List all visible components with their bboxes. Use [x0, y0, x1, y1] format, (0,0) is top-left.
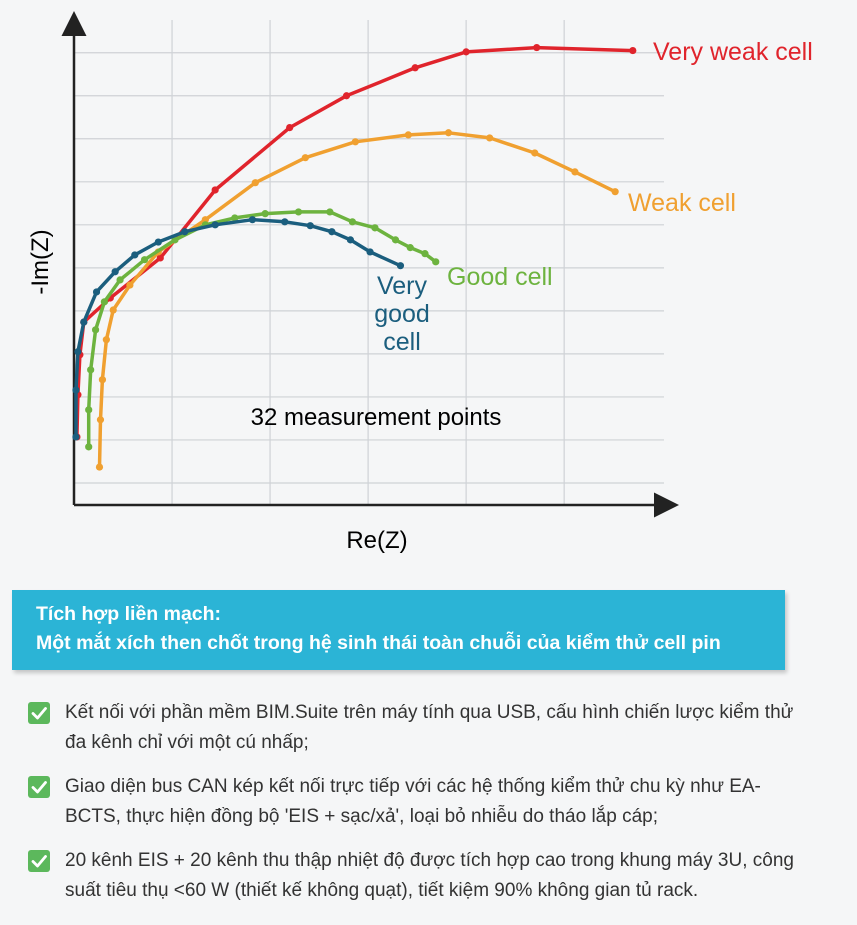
data-point: [231, 214, 239, 222]
data-point: [261, 210, 269, 218]
data-point: [85, 406, 93, 414]
data-point: [251, 179, 259, 187]
data-point: [85, 443, 93, 451]
data-point: [462, 48, 470, 56]
data-point: [91, 326, 100, 334]
data-point: [154, 238, 162, 246]
data-point: [100, 298, 108, 306]
data-point: [286, 123, 294, 132]
y-axis-label: -Im(Z): [27, 229, 54, 294]
feature-item: 20 kênh EIS + 20 kênh thu thập nhiệt độ …: [28, 846, 798, 906]
data-point: [80, 318, 88, 326]
data-point: [96, 416, 105, 424]
data-point: [95, 463, 104, 471]
data-point: [131, 251, 139, 259]
data-point: [211, 221, 219, 229]
data-point: [102, 336, 110, 344]
series-label: Weak cell: [628, 189, 736, 217]
banner: Tích hợp liền mạch: Một mắt xích then ch…: [12, 590, 785, 670]
data-point: [140, 256, 149, 264]
series-label: Good cell: [447, 263, 553, 291]
banner-subtitle: Một mắt xích then chốt trong hệ sinh thá…: [36, 632, 721, 654]
data-point: [328, 228, 336, 236]
data-point: [411, 64, 419, 72]
data-point: [126, 281, 134, 289]
data-point: [109, 306, 117, 314]
check-icon: [28, 776, 50, 798]
feature-text: Kết nối với phần mềm BIM.Suite trên máy …: [65, 702, 794, 753]
data-point: [346, 236, 355, 244]
feature-item: Giao diện bus CAN kép kết nối trực tiếp …: [28, 772, 798, 832]
data-point: [116, 276, 124, 284]
data-point: [629, 46, 637, 55]
banner-title: Tích hợp liền mạch:: [36, 603, 222, 625]
data-point: [486, 134, 494, 142]
check-icon: [28, 850, 50, 872]
data-point: [281, 218, 289, 226]
data-point: [396, 262, 405, 270]
data-point: [72, 433, 80, 441]
feature-text: 20 kênh EIS + 20 kênh thu thập nhiệt độ …: [65, 850, 794, 901]
series-label: Very good cell: [374, 272, 430, 356]
data-point: [201, 216, 209, 224]
data-point: [294, 208, 303, 216]
data-point: [87, 366, 95, 374]
data-point: [74, 348, 82, 356]
data-point: [531, 149, 539, 157]
check-mark: [31, 707, 47, 720]
data-point: [92, 288, 101, 296]
data-point: [533, 43, 541, 52]
data-point: [404, 131, 412, 139]
data-point: [444, 129, 453, 137]
annotation: 32 measurement points: [251, 404, 502, 431]
x-axis-label: Re(Z): [346, 527, 407, 554]
data-point: [326, 208, 334, 216]
data-point: [366, 248, 374, 256]
data-point: [348, 218, 357, 226]
data-point: [156, 254, 164, 262]
data-point: [306, 222, 314, 230]
data-point: [211, 186, 219, 194]
data-point: [421, 250, 429, 258]
chart: Re(Z) -Im(Z) 32 measurement points: [27, 11, 679, 554]
data-point: [248, 216, 257, 224]
data-point: [571, 168, 579, 176]
data-point: [342, 92, 351, 100]
data-point: [391, 236, 400, 244]
data-point: [111, 268, 119, 276]
check-mark: [31, 781, 47, 794]
feature-item: Kết nối với phần mềm BIM.Suite trên máy …: [28, 698, 798, 758]
data-point: [98, 376, 107, 384]
data-point: [351, 138, 359, 146]
data-point: [181, 228, 189, 236]
data-point: [72, 386, 80, 394]
series-label: Very weak cell: [653, 38, 813, 66]
data-point: [301, 154, 309, 162]
data-point: [611, 188, 619, 196]
feature-list: Kết nối với phần mềm BIM.Suite trên máy …: [28, 698, 798, 920]
data-point: [406, 244, 414, 252]
feature-text: Giao diện bus CAN kép kết nối trực tiếp …: [65, 776, 761, 827]
data-point: [371, 224, 379, 232]
check-mark: [31, 855, 47, 868]
check-icon: [28, 702, 50, 724]
data-point: [432, 258, 440, 266]
